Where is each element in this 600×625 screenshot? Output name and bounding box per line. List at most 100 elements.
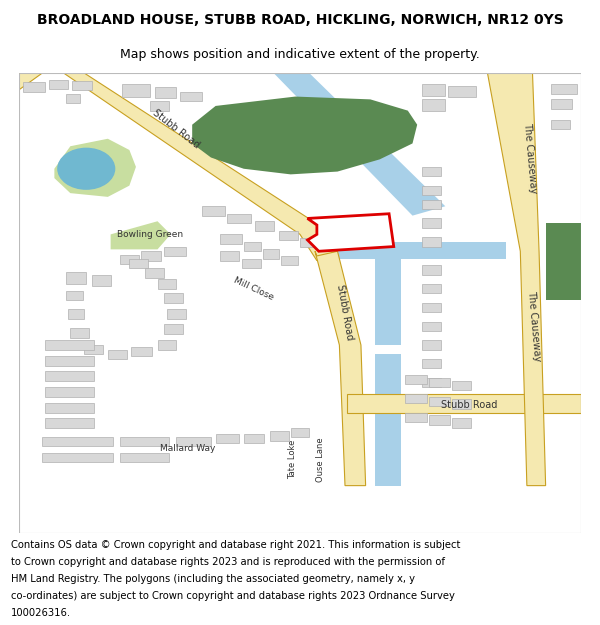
Polygon shape — [67, 309, 85, 319]
Polygon shape — [167, 309, 185, 319]
Polygon shape — [220, 251, 239, 261]
Polygon shape — [108, 350, 127, 359]
Polygon shape — [422, 199, 440, 209]
Ellipse shape — [58, 149, 115, 189]
Polygon shape — [192, 96, 417, 174]
Polygon shape — [65, 272, 86, 284]
Polygon shape — [45, 356, 94, 366]
Polygon shape — [270, 431, 289, 441]
Polygon shape — [176, 437, 211, 446]
Polygon shape — [164, 246, 185, 256]
Polygon shape — [488, 73, 545, 486]
Polygon shape — [42, 452, 113, 462]
Text: Contains OS data © Crown copyright and database right 2021. This information is : Contains OS data © Crown copyright and d… — [11, 540, 460, 550]
Polygon shape — [347, 394, 581, 412]
Polygon shape — [145, 268, 164, 278]
Polygon shape — [155, 87, 176, 98]
Polygon shape — [452, 381, 470, 390]
Polygon shape — [300, 238, 317, 248]
Polygon shape — [220, 234, 242, 244]
Polygon shape — [45, 403, 94, 412]
Polygon shape — [317, 242, 506, 259]
Polygon shape — [422, 237, 440, 246]
Text: Bowling Green: Bowling Green — [117, 230, 183, 239]
Polygon shape — [422, 186, 440, 195]
Polygon shape — [430, 415, 450, 425]
Polygon shape — [55, 139, 136, 197]
Polygon shape — [422, 359, 440, 368]
Polygon shape — [422, 378, 440, 387]
Text: Tate Loke: Tate Loke — [288, 440, 297, 479]
Polygon shape — [422, 84, 445, 96]
Polygon shape — [317, 242, 375, 256]
Polygon shape — [131, 347, 152, 356]
Polygon shape — [122, 84, 150, 96]
Text: Map shows position and indicative extent of the property.: Map shows position and indicative extent… — [120, 48, 480, 61]
Polygon shape — [65, 94, 80, 103]
Polygon shape — [405, 375, 427, 384]
Polygon shape — [422, 340, 440, 350]
Polygon shape — [120, 452, 169, 462]
Polygon shape — [405, 394, 427, 403]
Polygon shape — [452, 418, 470, 428]
Polygon shape — [422, 218, 440, 227]
Polygon shape — [164, 324, 183, 334]
Polygon shape — [242, 259, 260, 268]
Text: The Causeway: The Causeway — [526, 291, 542, 362]
Polygon shape — [120, 437, 169, 446]
Polygon shape — [551, 84, 577, 94]
Polygon shape — [215, 434, 239, 444]
Polygon shape — [42, 437, 113, 446]
Text: co-ordinates) are subject to Crown copyright and database rights 2023 Ordnance S: co-ordinates) are subject to Crown copyr… — [11, 591, 455, 601]
Polygon shape — [49, 79, 67, 89]
Polygon shape — [45, 340, 94, 350]
Polygon shape — [23, 82, 45, 92]
Polygon shape — [140, 251, 161, 261]
Text: The Causeway: The Causeway — [521, 122, 538, 193]
Polygon shape — [405, 412, 427, 422]
Polygon shape — [70, 328, 89, 338]
Polygon shape — [45, 387, 94, 396]
Text: 100026316.: 100026316. — [11, 608, 71, 618]
Polygon shape — [244, 242, 260, 251]
Text: Stubb Road: Stubb Road — [440, 400, 497, 410]
Text: HM Land Registry. The polygons (including the associated geometry, namely x, y: HM Land Registry. The polygons (includin… — [11, 574, 415, 584]
Polygon shape — [92, 274, 110, 286]
Polygon shape — [452, 399, 470, 409]
Polygon shape — [422, 302, 440, 312]
Polygon shape — [422, 167, 440, 176]
Text: to Crown copyright and database rights 2023 and is reproduced with the permissio: to Crown copyright and database rights 2… — [11, 557, 445, 567]
Polygon shape — [45, 371, 94, 381]
Polygon shape — [281, 256, 298, 265]
Polygon shape — [158, 340, 176, 350]
Text: Mill Close: Mill Close — [232, 276, 275, 302]
Polygon shape — [19, 73, 335, 261]
Polygon shape — [308, 214, 394, 251]
Polygon shape — [430, 378, 450, 387]
Polygon shape — [375, 242, 401, 345]
Polygon shape — [255, 221, 274, 231]
Polygon shape — [280, 231, 298, 240]
Polygon shape — [19, 73, 581, 532]
Polygon shape — [551, 99, 572, 109]
Polygon shape — [65, 291, 83, 300]
Polygon shape — [158, 279, 176, 289]
Polygon shape — [551, 120, 570, 129]
Polygon shape — [150, 101, 169, 111]
Polygon shape — [72, 81, 92, 90]
Ellipse shape — [57, 148, 115, 190]
Polygon shape — [545, 223, 581, 300]
Polygon shape — [130, 259, 148, 268]
Polygon shape — [430, 396, 450, 406]
Polygon shape — [274, 73, 445, 216]
Text: Stubb Road: Stubb Road — [335, 284, 355, 341]
Polygon shape — [448, 86, 476, 98]
Polygon shape — [422, 321, 440, 331]
Polygon shape — [422, 265, 440, 274]
Text: BROADLAND HOUSE, STUBB ROAD, HICKLING, NORWICH, NR12 0YS: BROADLAND HOUSE, STUBB ROAD, HICKLING, N… — [37, 14, 563, 28]
Polygon shape — [422, 284, 440, 294]
Polygon shape — [120, 255, 139, 264]
Polygon shape — [45, 418, 94, 428]
Text: Ouse Lane: Ouse Lane — [316, 437, 325, 482]
Polygon shape — [263, 249, 280, 259]
